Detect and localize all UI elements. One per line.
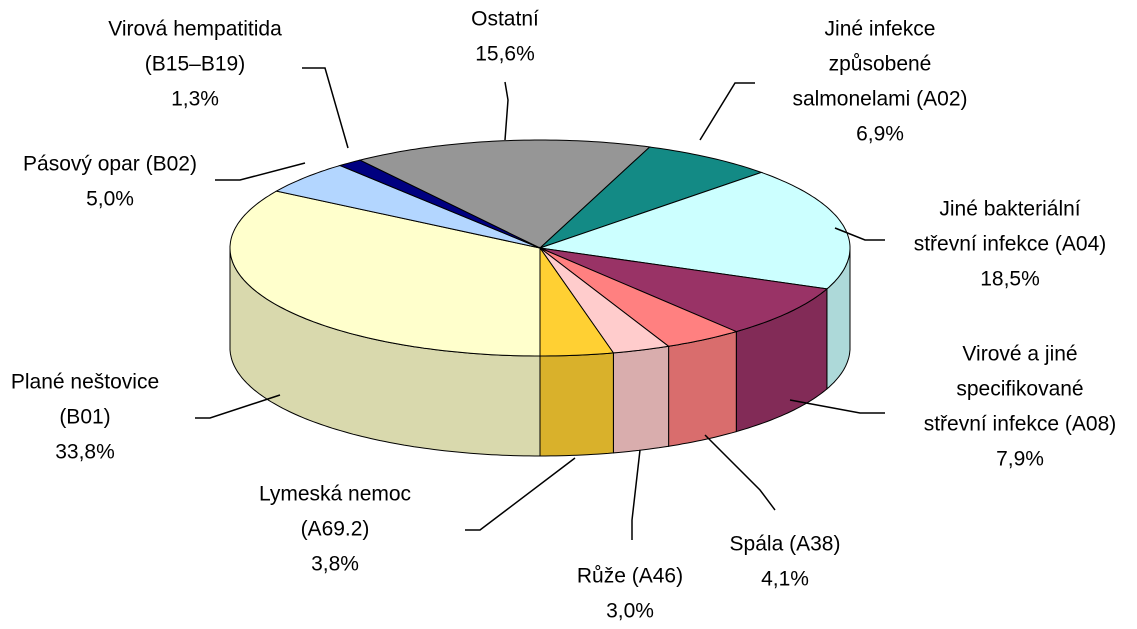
slice-label: Jiné bakteriální	[939, 198, 1080, 221]
slice	[539, 146, 763, 249]
leader-line	[789, 399, 885, 414]
slice-label: Růže (A46)	[577, 565, 683, 588]
slice-label: způsobené	[829, 53, 932, 76]
slice-label: Spála (A38)	[730, 533, 841, 556]
slice-label: salmonelami (A02)	[792, 88, 967, 111]
slice-label: (A69.2)	[301, 518, 370, 541]
value-label: 3,0%	[606, 600, 654, 623]
slice	[539, 247, 829, 333]
leader-line	[704, 434, 776, 511]
value-label: 15,6%	[475, 43, 535, 66]
value-label: 5,0%	[86, 188, 134, 211]
slice	[275, 164, 541, 249]
leader-line	[699, 82, 755, 141]
value-label: 18,5%	[980, 268, 1040, 291]
leader-line	[504, 81, 509, 141]
leader-line	[195, 394, 281, 419]
leader-line	[215, 162, 306, 181]
slice-label: střevní infekce (A08)	[924, 413, 1117, 436]
leader-line	[631, 449, 641, 540]
slice-label: Lymeská nemoc	[259, 483, 411, 506]
slice-label: střevní infekce (A04)	[914, 233, 1107, 256]
slice-label: specifikované	[956, 378, 1083, 401]
value-label: 7,9%	[996, 448, 1044, 471]
slice-label: Pásový opar (B02)	[23, 153, 197, 176]
value-label: 4,1%	[761, 568, 809, 591]
slice	[229, 190, 541, 357]
value-label: 33,8%	[55, 441, 115, 464]
slice	[539, 247, 738, 347]
slice-side	[668, 330, 737, 447]
slice-label: Virová hempatitida	[108, 18, 282, 41]
slice-label: Jiné infekce	[825, 18, 936, 41]
value-label: 1,3%	[171, 88, 219, 111]
slice	[358, 139, 651, 249]
slice-label: (B01)	[59, 406, 110, 429]
slice-label: (B15–B19)	[145, 53, 245, 76]
slice-label: Ostatní	[471, 8, 539, 31]
slice	[539, 171, 851, 290]
slice-side	[539, 352, 614, 457]
leader-line	[302, 67, 349, 149]
slice-label: Virové a jiné	[962, 343, 1077, 366]
leader-line	[465, 457, 576, 531]
slice-side	[612, 345, 670, 454]
slice	[539, 246, 615, 357]
slice	[539, 247, 670, 354]
value-label: 3,8%	[311, 553, 359, 576]
leader-line	[834, 227, 885, 241]
value-label: 6,9%	[856, 123, 904, 146]
slice-label: Plané neštovice	[11, 371, 159, 394]
